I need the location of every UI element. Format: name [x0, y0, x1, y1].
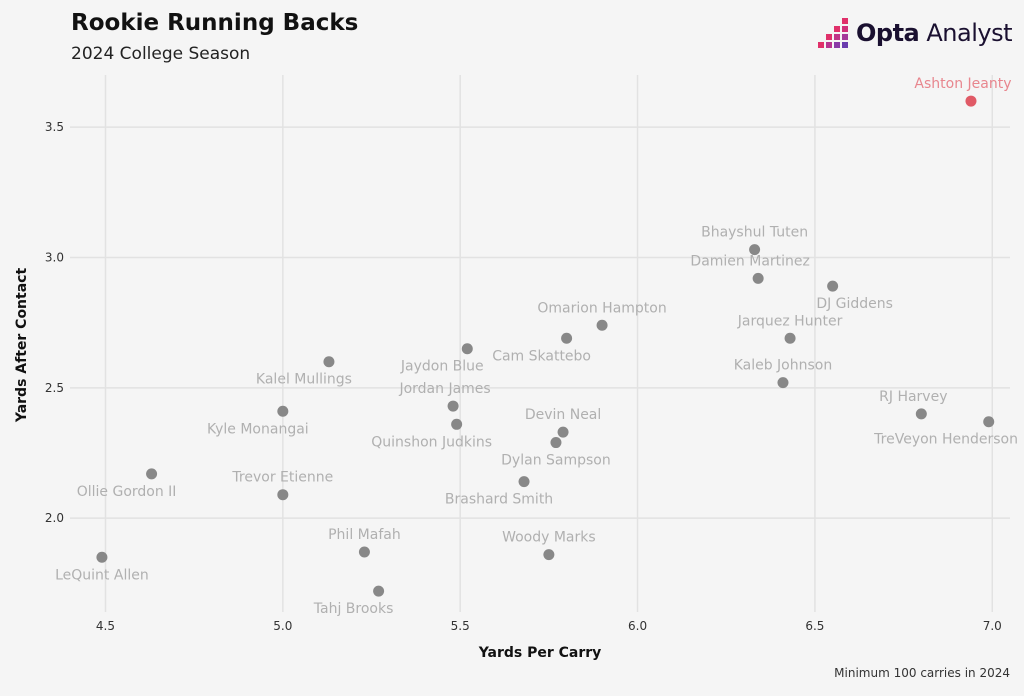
point-label: Cam Skattebo	[492, 348, 591, 364]
point-label: Jordan James	[398, 381, 490, 397]
brand-logo: Opta Analyst	[816, 16, 1012, 50]
data-point[interactable]	[557, 426, 569, 438]
y-axis-ticks: 2.0 2.5 3.0 3.5	[45, 120, 64, 525]
x-tick-label: 7.0	[983, 619, 1002, 633]
point-label: LeQuint Allen	[55, 567, 149, 583]
data-point[interactable]	[146, 468, 158, 480]
footnote: Minimum 100 carries in 2024	[834, 666, 1010, 680]
data-point[interactable]	[518, 476, 530, 488]
data-point[interactable]	[358, 546, 370, 558]
point-label: TreVeyon Henderson	[873, 432, 1018, 448]
point-label: Damien Martinez	[690, 253, 809, 269]
chart-subtitle: 2024 College Season	[71, 44, 251, 64]
brand-name: Opta Analyst	[856, 19, 1012, 47]
point-labels: Ashton Jeanty Bhayshul Tuten Damien Martin…	[55, 76, 1018, 617]
data-point[interactable]	[323, 356, 335, 368]
x-axis-title: Yards Per Carry	[478, 645, 602, 661]
data-point[interactable]	[277, 405, 289, 417]
point-label: Kalel Mullings	[256, 372, 352, 388]
grid-lines	[70, 75, 1010, 612]
point-label: Ashton Jeanty	[914, 76, 1011, 92]
data-point[interactable]	[777, 377, 789, 389]
data-point[interactable]	[373, 585, 385, 597]
point-label: Ollie Gordon II	[77, 484, 177, 500]
data-point[interactable]	[983, 416, 995, 428]
y-tick-label: 2.0	[45, 511, 64, 525]
data-point[interactable]	[784, 332, 796, 344]
point-label: Phil Mafah	[328, 527, 401, 543]
point-label: Dylan Sampson	[501, 453, 611, 469]
data-point[interactable]	[550, 437, 562, 449]
data-point[interactable]	[461, 343, 473, 355]
x-axis-ticks: 4.5 5.0 5.5 6.0 6.5 7.0	[96, 619, 1002, 633]
point-label: Kaleb Johnson	[734, 358, 833, 374]
y-tick-label: 2.5	[45, 381, 64, 395]
point-label: Bhayshul Tuten	[701, 225, 808, 241]
data-point[interactable]	[451, 418, 463, 430]
data-point[interactable]	[96, 551, 108, 563]
point-label: Trevor Etienne	[231, 470, 333, 486]
data-point[interactable]	[749, 244, 761, 256]
data-point[interactable]	[827, 280, 839, 292]
point-label: DJ Giddens	[816, 296, 893, 312]
point-label: Jaydon Blue	[400, 359, 484, 375]
data-point[interactable]	[596, 319, 608, 331]
data-points	[96, 95, 995, 597]
data-point[interactable]	[561, 332, 573, 344]
x-tick-label: 5.5	[451, 619, 470, 633]
x-tick-label: 6.5	[805, 619, 824, 633]
x-tick-label: 5.0	[273, 619, 292, 633]
point-label: Kyle Monangai	[207, 421, 309, 437]
y-axis-title: Yards After Contact	[14, 268, 30, 424]
x-tick-label: 6.0	[628, 619, 647, 633]
point-label: RJ Harvey	[879, 389, 947, 405]
point-label: Devin Neal	[525, 407, 601, 423]
chart-title: Rookie Running Backs	[71, 10, 359, 36]
point-label: Tahj Brooks	[313, 601, 394, 617]
data-point[interactable]	[543, 549, 555, 561]
data-point[interactable]	[447, 400, 459, 412]
opta-logo-icon	[818, 18, 848, 48]
point-label: Brashard Smith	[445, 492, 553, 508]
point-label: Omarion Hampton	[537, 300, 666, 316]
data-point[interactable]	[915, 408, 927, 420]
point-label: Quinshon Judkins	[371, 434, 492, 450]
point-label: Jarquez Hunter	[737, 313, 843, 329]
y-tick-label: 3.0	[45, 250, 64, 264]
data-point[interactable]	[965, 95, 977, 107]
point-label: Woody Marks	[502, 530, 596, 546]
data-point[interactable]	[752, 272, 764, 284]
data-point[interactable]	[277, 489, 289, 501]
x-tick-label: 4.5	[96, 619, 115, 633]
y-tick-label: 3.5	[45, 120, 64, 134]
